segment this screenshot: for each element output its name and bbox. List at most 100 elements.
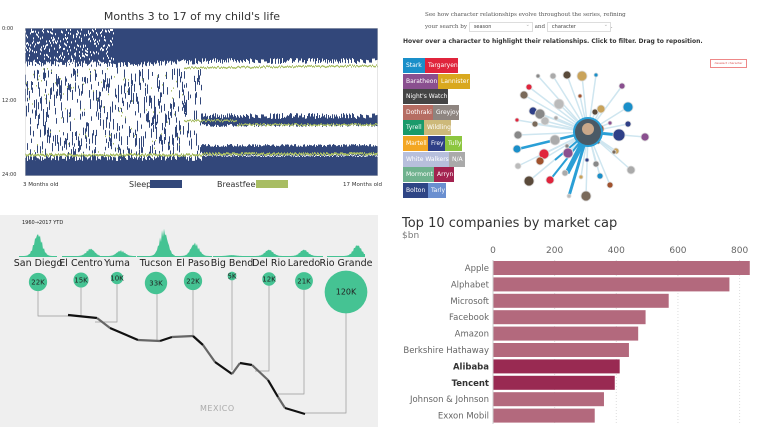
character-select[interactable]: character <box>546 21 611 32</box>
bar-johnson-johnson[interactable] <box>493 392 604 407</box>
sleep-segment <box>80 113 81 120</box>
family-filter-stark[interactable]: Stark <box>403 58 425 73</box>
bar-apple[interactable] <box>493 261 750 275</box>
family-filter-mormont[interactable]: Mormont <box>403 167 434 183</box>
character-node[interactable] <box>538 148 550 160</box>
character-node[interactable] <box>535 156 545 166</box>
character-node[interactable] <box>607 120 613 126</box>
sector-circle[interactable] <box>262 272 276 286</box>
character-node[interactable] <box>561 169 569 177</box>
feed-mark <box>200 154 201 157</box>
family-filter-martell[interactable]: Martell <box>403 136 428 151</box>
character-node[interactable] <box>562 147 574 159</box>
bar-alphabet[interactable] <box>493 277 730 292</box>
feed-mark <box>252 66 253 69</box>
sector-circle[interactable] <box>144 271 168 295</box>
family-filter-targaryen[interactable]: Targaryen <box>425 58 458 73</box>
character-node[interactable] <box>553 98 565 110</box>
character-node[interactable] <box>596 172 604 180</box>
character-node[interactable] <box>592 160 600 168</box>
season-select[interactable]: season <box>468 21 533 32</box>
awake-band <box>66 66 67 161</box>
character-node[interactable] <box>596 104 606 114</box>
character-node[interactable] <box>640 132 650 142</box>
character-node[interactable] <box>606 181 614 189</box>
deselect-character-button[interactable]: deselect character <box>710 59 747 68</box>
awake-band <box>287 124 288 145</box>
character-node[interactable] <box>513 130 523 140</box>
character-node[interactable] <box>593 72 599 78</box>
sleep-segment <box>105 130 106 136</box>
family-filter-night-s-watch[interactable]: Night's Watch <box>403 89 448 105</box>
sleep-segment <box>58 76 59 85</box>
character-node[interactable] <box>578 174 584 180</box>
family-filter-n-a[interactable]: N/A <box>449 151 465 167</box>
awake-band <box>274 58 275 114</box>
relationship-network[interactable] <box>510 60 680 205</box>
sector-circle[interactable] <box>227 271 237 281</box>
bar-amazon[interactable] <box>493 326 639 341</box>
family-filter-arryn[interactable]: Arryn <box>434 167 454 183</box>
character-node[interactable] <box>626 165 636 175</box>
sector-circle[interactable] <box>324 270 368 314</box>
character-node[interactable] <box>576 70 588 82</box>
awake-band <box>366 59 367 115</box>
character-node[interactable] <box>525 83 533 91</box>
awake-band <box>262 126 263 147</box>
feed-mark <box>344 65 345 67</box>
awake-band <box>300 125 301 146</box>
family-filter-greyjoy[interactable]: Greyjoy <box>433 104 459 120</box>
family-filter-tarly[interactable]: Tarly <box>428 182 446 198</box>
character-node[interactable] <box>523 175 535 187</box>
character-node[interactable] <box>531 120 539 128</box>
character-node[interactable] <box>514 162 522 170</box>
character-node[interactable] <box>584 157 590 163</box>
family-filter-dothraki[interactable]: Dothraki <box>403 104 433 120</box>
character-node[interactable] <box>549 134 561 146</box>
character-node[interactable] <box>540 116 550 126</box>
sector-circle[interactable] <box>110 271 124 285</box>
bar-berkshire-hathaway[interactable] <box>493 343 629 357</box>
character-node[interactable] <box>562 70 572 80</box>
character-node[interactable] <box>622 101 634 113</box>
awake-band <box>240 60 241 116</box>
character-node[interactable] <box>549 72 557 80</box>
character-node[interactable] <box>611 149 617 155</box>
sleep-segment <box>103 119 104 128</box>
bar-alibaba[interactable] <box>493 359 620 374</box>
character-node[interactable] <box>612 128 626 142</box>
sector-circle[interactable] <box>73 272 89 288</box>
family-filter-tully[interactable]: Tully <box>445 136 462 151</box>
awake-band <box>318 63 319 119</box>
character-node[interactable] <box>564 143 570 149</box>
bar-tencent[interactable] <box>493 375 615 390</box>
character-node[interactable] <box>553 115 559 121</box>
awake-band <box>327 124 328 145</box>
sector-circle[interactable] <box>28 272 48 292</box>
feed-mark <box>333 65 334 67</box>
character-node[interactable] <box>514 117 520 123</box>
sector-circle[interactable] <box>295 272 313 290</box>
character-node[interactable] <box>624 120 632 128</box>
family-filter-wildling[interactable]: Wildling <box>424 120 451 136</box>
family-filter-bolton[interactable]: Bolton <box>403 182 428 198</box>
family-filter-frey[interactable]: Frey <box>428 136 445 151</box>
bar-microsoft[interactable] <box>493 293 669 308</box>
character-node[interactable] <box>577 93 583 99</box>
family-filter-lannister[interactable]: Lannister <box>438 73 470 89</box>
bar-exxon-mobil[interactable] <box>493 408 595 423</box>
character-node[interactable] <box>519 90 529 100</box>
character-node[interactable] <box>512 144 522 154</box>
character-node[interactable] <box>618 82 626 90</box>
family-filter-tyrell[interactable]: Tyrell <box>403 120 424 136</box>
family-filter-baratheon[interactable]: Baratheon <box>403 73 438 89</box>
character-node[interactable] <box>580 190 592 202</box>
character-node[interactable] <box>535 73 541 79</box>
character-node[interactable] <box>534 108 546 120</box>
sector-circle[interactable] <box>183 271 203 291</box>
character-node[interactable] <box>566 193 572 199</box>
bar-facebook[interactable] <box>493 310 646 325</box>
awake-band <box>358 126 359 147</box>
family-filter-white-walkers[interactable]: White Walkers <box>403 151 449 167</box>
character-node[interactable] <box>545 175 555 185</box>
